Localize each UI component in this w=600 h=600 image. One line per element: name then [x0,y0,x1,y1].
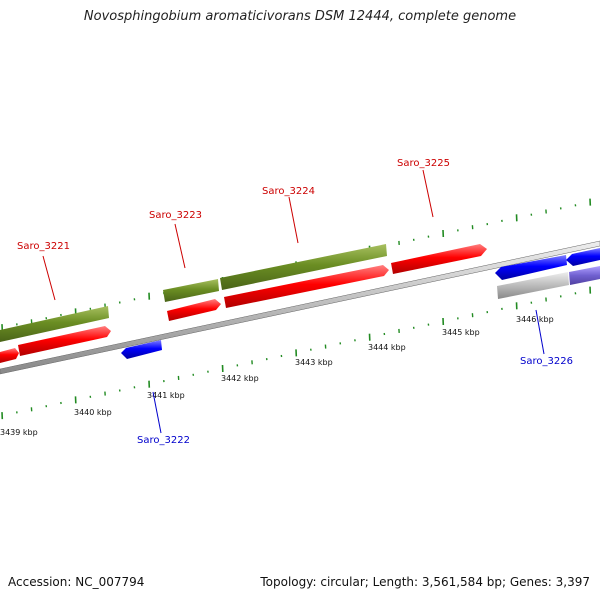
gene-label-saro-3221[interactable]: Saro_3221 [17,241,70,252]
leader-line-saro-3226 [535,309,545,355]
gene-arrow-saro-3224[interactable] [224,265,389,308]
gene-arrow-saro-3225[interactable] [391,244,487,274]
olive-feature-1 [0,306,109,342]
leader-line-saro-3221 [42,255,56,301]
inner-tick-marks [1,286,592,420]
tick-label-3445: 3445 kbp [442,328,480,337]
gene-label-saro-3222[interactable]: Saro_3222 [137,435,190,446]
tick-label-3444: 3444 kbp [368,343,406,352]
gene-arrow-saro-3222[interactable] [121,340,162,359]
gene-arrow-saro-3226[interactable] [495,255,567,280]
tick-label-3440: 3440 kbp [74,408,112,417]
gene-arrow-saro-3227[interactable] [566,248,600,266]
olive-feature-2 [163,279,219,302]
gene-label-saro-3226[interactable]: Saro_3226 [520,356,573,367]
accession-text: Accession: NC_007794 [8,575,145,589]
tick-label-3443: 3443 kbp [295,358,333,367]
map-title: Novosphingobium aromaticivorans DSM 1244… [83,9,517,24]
gene-label-saro-3225[interactable]: Saro_3225 [397,158,450,169]
tick-label-3446: 3446 kbp [516,315,554,324]
genome-backbone [0,240,600,375]
leader-line-saro-3225 [422,169,434,218]
tick-label-3439: 3439 kbp [0,428,38,437]
gene-label-saro-3224[interactable]: Saro_3224 [262,186,315,197]
tick-label-3442: 3442 kbp [221,374,259,383]
purple-feature [569,266,600,285]
leader-line-saro-3223 [174,223,186,269]
grey-feature [497,272,569,299]
leader-line-saro-3222 [152,391,162,434]
gene-arrow-saro-3221[interactable] [18,326,111,356]
olive-feature-3 [220,244,387,290]
gene-label-saro-3223[interactable]: Saro_3223 [149,210,202,221]
gene-arrow-saro-3223[interactable] [167,299,221,321]
leader-line-saro-3224 [288,196,299,244]
genome-summary-text: Topology: circular; Length: 3,561,584 bp… [260,575,590,589]
gene-arrow-saro-3220[interactable] [0,348,19,363]
tick-label-3441: 3441 kbp [147,391,185,400]
